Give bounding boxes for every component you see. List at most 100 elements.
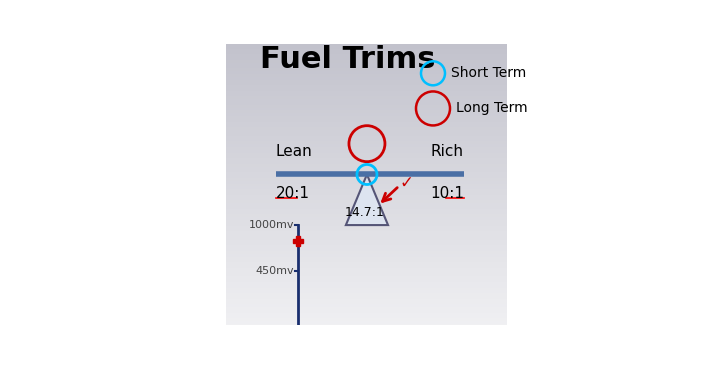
Bar <box>226 100 508 103</box>
Text: 1000mv: 1000mv <box>248 220 294 230</box>
Bar <box>226 134 508 137</box>
Bar <box>226 72 508 75</box>
Bar <box>226 193 508 196</box>
Bar <box>226 44 508 47</box>
Bar <box>226 207 508 210</box>
Bar <box>226 108 508 111</box>
Bar <box>226 288 508 291</box>
Bar <box>226 75 508 77</box>
Bar <box>226 277 508 280</box>
Bar <box>226 300 508 302</box>
Bar <box>226 190 508 193</box>
Bar <box>226 291 508 294</box>
Bar <box>226 145 508 148</box>
Bar <box>226 302 508 305</box>
Bar <box>226 55 508 58</box>
Bar <box>226 120 508 123</box>
Bar <box>226 114 508 117</box>
Bar <box>226 125 508 128</box>
Bar <box>226 215 508 218</box>
Bar <box>226 255 508 257</box>
Bar <box>226 128 508 131</box>
Bar <box>226 283 508 285</box>
Bar <box>226 80 508 83</box>
Bar <box>226 162 508 165</box>
Bar <box>226 184 508 187</box>
Bar <box>226 263 508 266</box>
Bar <box>226 153 508 156</box>
Bar <box>226 179 508 181</box>
Text: Short Term: Short Term <box>450 66 526 80</box>
Bar <box>226 137 508 139</box>
Bar <box>226 285 508 288</box>
Bar <box>226 47 508 49</box>
Bar <box>226 83 508 86</box>
Text: 14.7:1: 14.7:1 <box>344 206 384 219</box>
Bar <box>226 252 508 255</box>
Bar <box>226 139 508 142</box>
Bar <box>226 257 508 260</box>
Bar <box>226 52 508 55</box>
Bar <box>226 187 508 190</box>
Bar <box>226 148 508 151</box>
Bar <box>226 212 508 215</box>
Bar <box>226 77 508 80</box>
Bar <box>226 260 508 263</box>
Bar <box>226 69 508 72</box>
Bar <box>226 66 508 69</box>
Bar <box>226 322 508 325</box>
Bar <box>226 151 508 153</box>
Bar <box>226 58 508 61</box>
Bar <box>226 170 508 173</box>
Bar <box>226 280 508 283</box>
Bar <box>226 210 508 212</box>
Bar <box>226 196 508 199</box>
Bar <box>226 297 508 300</box>
Bar <box>226 316 508 319</box>
Bar <box>226 181 508 184</box>
Bar <box>226 131 508 134</box>
Bar <box>226 176 508 179</box>
Bar <box>226 86 508 89</box>
Bar <box>226 142 508 145</box>
Text: 10:1: 10:1 <box>430 186 464 201</box>
Polygon shape <box>346 174 388 225</box>
Bar <box>226 199 508 201</box>
Bar <box>226 221 508 224</box>
Bar <box>226 105 508 108</box>
Bar <box>226 305 508 308</box>
Bar <box>226 224 508 226</box>
Bar <box>226 218 508 221</box>
Bar <box>226 168 508 170</box>
Text: Long Term: Long Term <box>455 101 527 115</box>
Bar <box>226 61 508 64</box>
Bar <box>226 232 508 235</box>
Text: Fuel Trims: Fuel Trims <box>259 45 435 74</box>
Bar <box>226 249 508 252</box>
Bar <box>226 49 508 52</box>
Bar <box>226 111 508 114</box>
Bar <box>226 274 508 277</box>
Bar <box>226 159 508 162</box>
Bar <box>226 311 508 314</box>
Bar <box>226 89 508 92</box>
Bar <box>226 117 508 120</box>
Text: 450mv: 450mv <box>255 266 294 276</box>
Bar <box>226 201 508 204</box>
Bar <box>226 64 508 66</box>
Bar <box>226 266 508 269</box>
Bar <box>226 246 508 249</box>
Bar <box>226 92 508 95</box>
Bar <box>226 308 508 311</box>
Bar <box>226 204 508 207</box>
Bar <box>226 294 508 297</box>
Bar <box>226 314 508 316</box>
Bar <box>226 165 508 168</box>
Bar <box>226 173 508 176</box>
Bar <box>226 241 508 243</box>
Bar <box>226 229 508 232</box>
Text: 20:1: 20:1 <box>276 186 309 201</box>
Bar <box>226 95 508 97</box>
Bar <box>226 156 508 159</box>
Bar <box>226 269 508 272</box>
